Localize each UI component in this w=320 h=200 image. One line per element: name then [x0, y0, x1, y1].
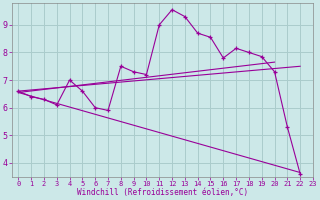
- X-axis label: Windchill (Refroidissement éolien,°C): Windchill (Refroidissement éolien,°C): [77, 188, 248, 197]
